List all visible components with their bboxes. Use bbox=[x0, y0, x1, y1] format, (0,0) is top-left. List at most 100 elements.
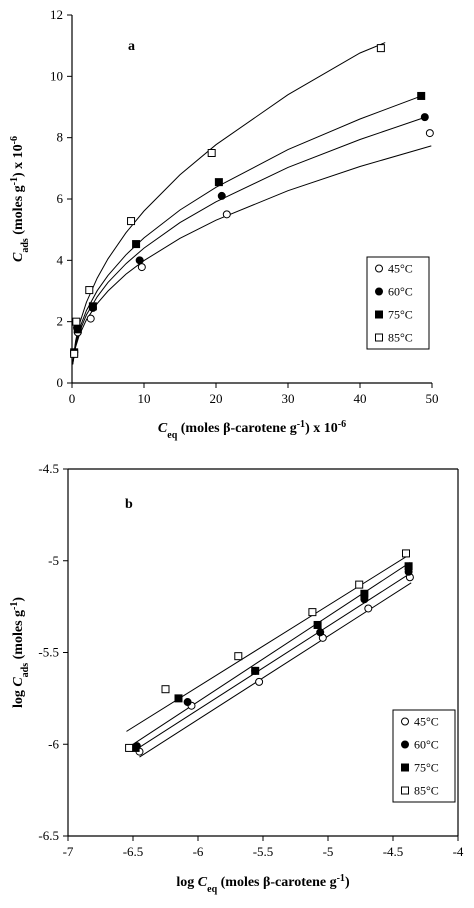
data-point bbox=[132, 240, 141, 249]
data-point bbox=[214, 178, 223, 187]
x-tick-label: -4.5 bbox=[383, 844, 404, 859]
data-point bbox=[376, 44, 385, 53]
data-point bbox=[255, 677, 264, 686]
data-point bbox=[72, 317, 81, 326]
x-tick-label: -5 bbox=[323, 844, 334, 859]
label-run: ) bbox=[345, 875, 350, 890]
x-axis-label: log Ceq (moles β-carotene g-1) bbox=[176, 873, 350, 895]
label-run: (moles g bbox=[11, 610, 26, 663]
legend-label: 85°C bbox=[414, 784, 439, 798]
label-run: (moles β-carotene g bbox=[177, 421, 296, 436]
x-tick-label: 50 bbox=[426, 391, 439, 406]
x-tick-label: 20 bbox=[210, 391, 223, 406]
y-tick-label: -6 bbox=[48, 736, 59, 751]
data-point bbox=[161, 685, 170, 694]
label-run: C bbox=[11, 252, 26, 262]
data-point bbox=[355, 580, 364, 589]
y-tick-label: 2 bbox=[57, 314, 64, 329]
legend-marker bbox=[401, 763, 409, 772]
label-run: eq bbox=[167, 430, 177, 441]
fit-line bbox=[135, 573, 411, 751]
data-point bbox=[404, 562, 413, 571]
label-run: C bbox=[158, 421, 168, 436]
data-point bbox=[70, 349, 79, 358]
legend-label: 60°C bbox=[388, 285, 413, 299]
panel-label: a bbox=[128, 39, 135, 54]
label-run: ) bbox=[11, 597, 26, 602]
data-point bbox=[364, 604, 373, 613]
y-tick-label: 4 bbox=[57, 252, 64, 267]
legend-marker bbox=[375, 287, 383, 296]
x-tick-label: 30 bbox=[282, 391, 295, 406]
data-point bbox=[88, 302, 97, 311]
data-point bbox=[316, 628, 325, 637]
data-point bbox=[217, 191, 226, 200]
x-tick-label: 40 bbox=[354, 391, 367, 406]
legend-marker bbox=[401, 786, 409, 795]
x-tick-label: 0 bbox=[69, 391, 76, 406]
fit-line bbox=[139, 582, 412, 758]
fit-line bbox=[72, 42, 386, 364]
data-point bbox=[402, 549, 410, 558]
label-run: -6 bbox=[338, 419, 346, 430]
y-tick-label: 0 bbox=[57, 375, 64, 390]
label-run: ads bbox=[20, 663, 31, 678]
label-run: eq bbox=[207, 884, 217, 895]
label-run: ) x 10 bbox=[11, 144, 26, 177]
label-run: -1 bbox=[297, 419, 305, 430]
label-run: log bbox=[176, 875, 197, 890]
label-run: -1 bbox=[9, 602, 20, 610]
x-tick-label: -7 bbox=[63, 844, 74, 859]
y-tick-label: 12 bbox=[50, 7, 63, 22]
data-point bbox=[137, 263, 146, 272]
y-tick-label: -4.5 bbox=[38, 461, 59, 476]
legend-label: 45°C bbox=[414, 715, 439, 729]
label-run: -1 bbox=[337, 873, 345, 884]
data-point bbox=[420, 113, 429, 122]
data-point bbox=[222, 210, 231, 219]
panel-label: b bbox=[125, 497, 133, 512]
label-run: -1 bbox=[9, 177, 20, 185]
data-point bbox=[125, 743, 134, 752]
x-axis-label: Ceq (moles β-carotene g-1) x 10-6 bbox=[158, 419, 346, 441]
x-tick-label: -5.5 bbox=[253, 844, 274, 859]
data-point bbox=[183, 698, 192, 707]
label-run: ) x 10 bbox=[305, 421, 338, 436]
legend-marker bbox=[401, 717, 409, 726]
data-point bbox=[131, 743, 140, 752]
label-run: C bbox=[11, 677, 26, 687]
data-point bbox=[85, 286, 94, 295]
legend-marker bbox=[375, 310, 383, 319]
data-point bbox=[174, 694, 183, 703]
y-axis-label: Cads (moles g-1) x 10-6 bbox=[9, 136, 31, 262]
label-run: -6 bbox=[9, 136, 20, 144]
legend-marker bbox=[375, 264, 383, 273]
label-run: (moles g bbox=[11, 185, 26, 238]
y-tick-label: 8 bbox=[57, 130, 64, 145]
x-tick-label: -6 bbox=[193, 844, 204, 859]
y-tick-label: -5 bbox=[48, 553, 59, 568]
data-point bbox=[73, 325, 82, 334]
fit-line bbox=[126, 554, 409, 732]
legend-label: 75°C bbox=[414, 761, 439, 775]
y-tick-label: 6 bbox=[57, 191, 64, 206]
data-point bbox=[360, 589, 369, 598]
data-point bbox=[207, 149, 216, 157]
x-tick-label: 10 bbox=[138, 391, 151, 406]
legend-label: 85°C bbox=[388, 331, 413, 345]
data-point bbox=[251, 666, 260, 675]
data-point bbox=[135, 256, 144, 265]
data-point bbox=[234, 652, 243, 661]
y-tick-label: -6.5 bbox=[38, 828, 59, 843]
data-point bbox=[313, 620, 322, 629]
data-point bbox=[417, 91, 426, 100]
x-tick-label: -4 bbox=[453, 844, 464, 859]
y-tick-label: -5.5 bbox=[38, 645, 59, 660]
legend-marker bbox=[401, 740, 409, 749]
data-point bbox=[308, 608, 317, 617]
label-run: ads bbox=[20, 238, 31, 253]
label-run: (moles β-carotene g bbox=[217, 875, 336, 890]
label-run: C bbox=[198, 875, 208, 890]
data-point bbox=[86, 314, 95, 323]
